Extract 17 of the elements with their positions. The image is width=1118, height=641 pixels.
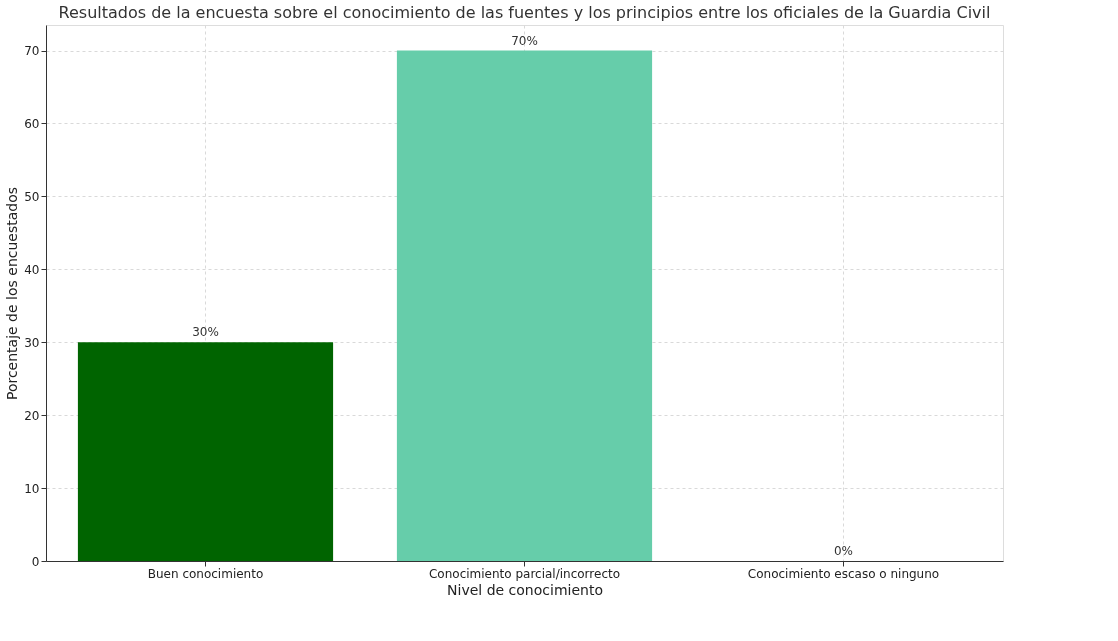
x-tick-label: Buen conocimiento — [147, 566, 264, 581]
data-label: 30% — [192, 325, 219, 340]
y-axis-title: Porcentaje de los encuestados — [4, 186, 21, 401]
y-tick-label: 10 — [24, 481, 40, 496]
y-tick-label: 0 — [31, 554, 40, 569]
x-tick-label: Conocimiento escaso o ninguno — [747, 566, 940, 581]
y-tick-label: 20 — [24, 408, 40, 423]
data-label: 0% — [833, 544, 854, 558]
y-tick-label: 40 — [24, 262, 40, 277]
y-tick-label: 50 — [24, 189, 40, 204]
x-axis-title: Nivel de conocimiento — [447, 581, 603, 598]
x-tick-label: Conocimiento parcial/incorrecto — [428, 566, 621, 581]
y-tick-label: 70 — [24, 44, 40, 59]
y-tick-label: 30 — [24, 335, 40, 350]
y-tick-label: 60 — [24, 116, 40, 131]
chart-title: Resultados de la encuesta sobre el conocimiento de las fuentes y los principios entre los oficiales de la Guardia Civil — [58, 3, 991, 22]
data-label: 70% — [511, 33, 538, 48]
